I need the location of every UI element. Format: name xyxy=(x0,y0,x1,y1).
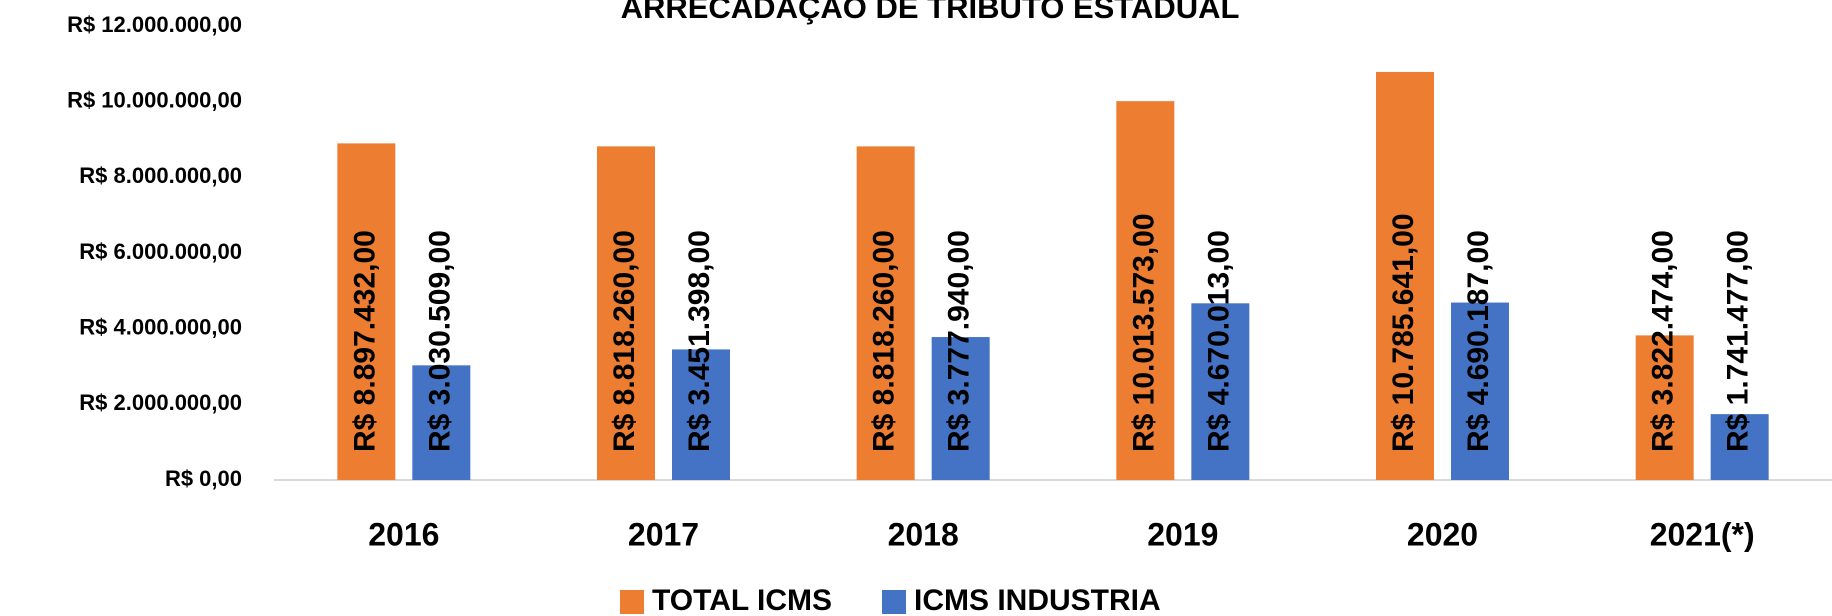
bar xyxy=(1451,302,1509,480)
x-tick-label: 2019 xyxy=(1147,516,1218,552)
data-label: R$ 10.013.573,00 xyxy=(1127,213,1160,452)
bar xyxy=(1710,414,1769,480)
legend-label: ICMS INDUSTRIA xyxy=(914,584,1161,616)
bar xyxy=(1116,101,1175,481)
data-label: R$ 4.690.187,00 xyxy=(1462,230,1495,452)
bar xyxy=(1376,71,1434,481)
y-tick-label: R$ 2.000.000,00 xyxy=(79,390,242,415)
data-label: R$ 3.030.509,00 xyxy=(423,230,456,452)
data-label: R$ 1.741.477,00 xyxy=(1722,230,1755,452)
y-tick-label: R$ 4.000.000,00 xyxy=(79,314,242,339)
bar xyxy=(931,337,990,480)
data-label: R$ 8.818.260,00 xyxy=(608,230,641,452)
x-tick-label: 2021(*) xyxy=(1650,516,1755,552)
legend-label: TOTAL ICMS xyxy=(652,584,832,616)
bar xyxy=(1635,335,1694,480)
data-label: R$ 3.451.398,00 xyxy=(683,230,716,452)
legend-swatch xyxy=(882,590,906,614)
y-tick-label: R$ 12.000.000,00 xyxy=(67,12,242,37)
x-tick-label: 2016 xyxy=(368,516,439,552)
data-label: R$ 3.777.940,00 xyxy=(943,230,976,452)
chart-title: ARRECADAÇÃO DE TRIBUTO ESTADUAL xyxy=(621,0,1240,25)
x-tick-label: 2020 xyxy=(1407,516,1478,552)
bar xyxy=(597,146,655,480)
y-tick-label: R$ 0,00 xyxy=(165,466,242,491)
data-label: R$ 3.822.474,00 xyxy=(1647,230,1680,452)
x-tick-label: 2017 xyxy=(628,516,699,552)
bar xyxy=(337,143,396,480)
y-tick-label: R$ 10.000.000,00 xyxy=(67,87,242,112)
y-tick-label: R$ 6.000.000,00 xyxy=(79,239,242,264)
legend-swatch xyxy=(620,590,644,614)
bar xyxy=(856,146,915,480)
bar xyxy=(672,349,730,480)
bar xyxy=(412,365,471,480)
x-tick-label: 2018 xyxy=(888,516,959,552)
data-label: R$ 10.785.641,00 xyxy=(1387,213,1420,452)
data-label: R$ 8.818.260,00 xyxy=(868,230,901,452)
data-label: R$ 8.897.432,00 xyxy=(348,230,381,452)
data-label: R$ 4.670.013,00 xyxy=(1202,230,1235,452)
bar xyxy=(1191,303,1250,480)
y-tick-label: R$ 8.000.000,00 xyxy=(79,163,242,188)
